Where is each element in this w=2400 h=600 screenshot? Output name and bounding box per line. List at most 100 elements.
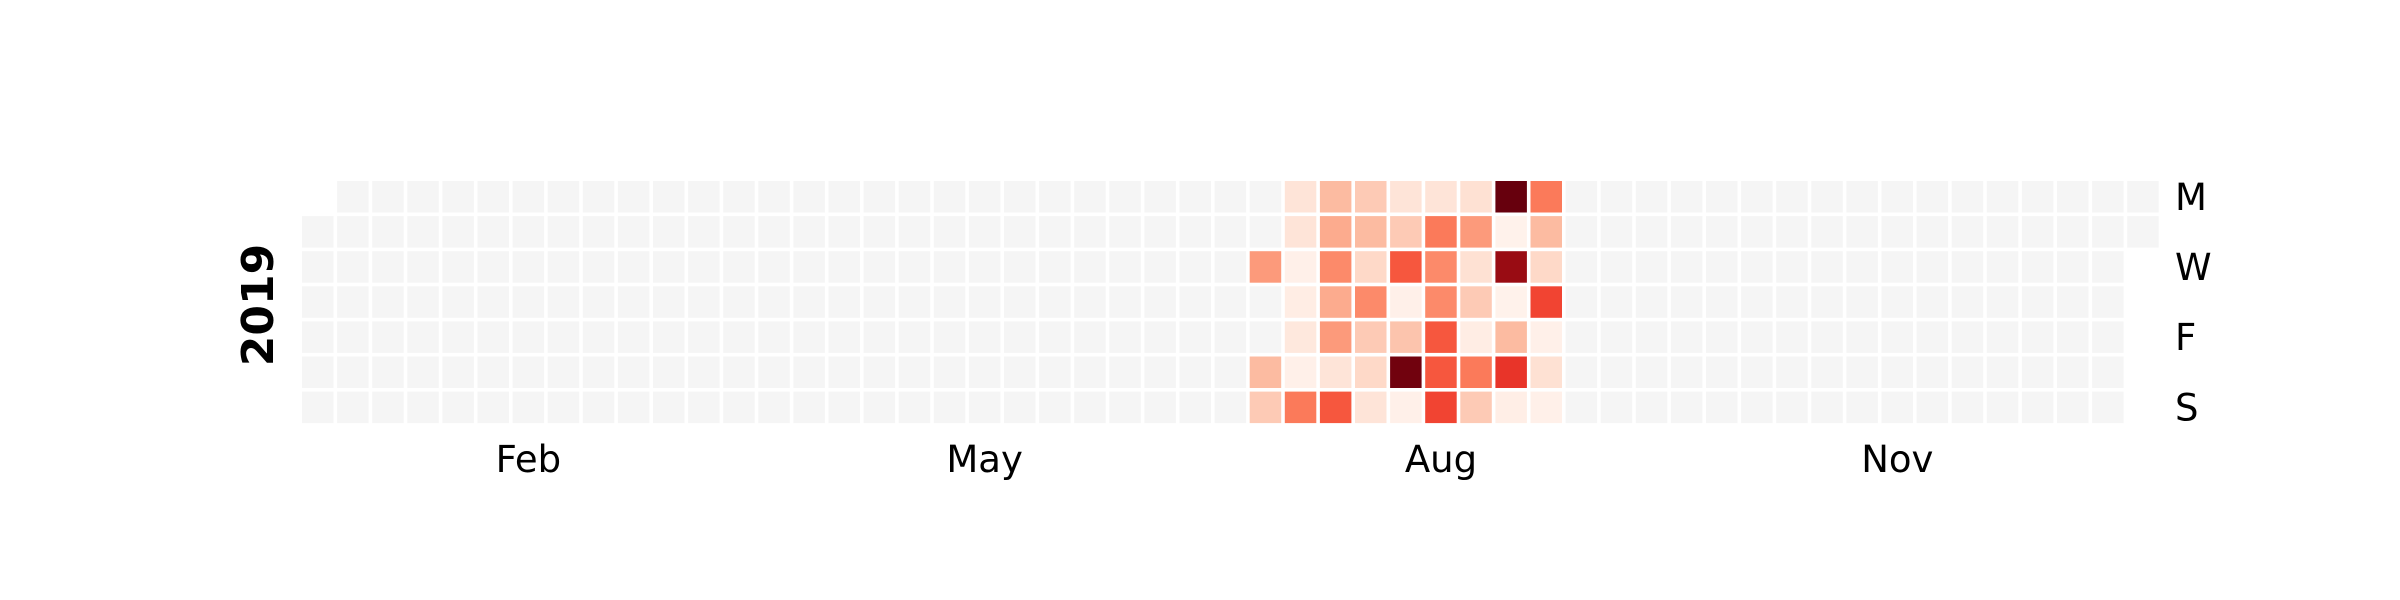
heatmap-cell	[968, 286, 1001, 318]
heatmap-cell	[1249, 356, 1282, 388]
heatmap-cell	[1530, 391, 1562, 424]
heatmap-cell	[1776, 286, 1808, 318]
heatmap-cell	[828, 321, 860, 353]
heatmap-cell	[1004, 251, 1036, 283]
heatmap-cell	[1811, 286, 1843, 318]
heatmap-cell	[1249, 321, 1282, 353]
heatmap-cell	[793, 391, 825, 424]
heatmap-cell	[1074, 356, 1106, 388]
heatmap-cell	[1179, 321, 1211, 353]
heatmap-cell	[2092, 181, 2124, 213]
heatmap-cell	[1039, 286, 1071, 318]
heatmap-cell	[688, 286, 720, 318]
heatmap-cell	[617, 356, 650, 388]
heatmap-cell	[898, 216, 931, 248]
heatmap-cell	[1565, 286, 1598, 318]
heatmap-cell	[477, 216, 509, 248]
heatmap-cell	[1355, 321, 1387, 353]
heatmap-cell	[1565, 321, 1598, 353]
heatmap-cell	[547, 356, 580, 388]
heatmap-cell	[407, 216, 439, 248]
heatmap-cell	[1670, 356, 1703, 388]
heatmap-cell	[1916, 216, 1949, 248]
heatmap-cell	[1670, 251, 1703, 283]
heatmap-cell	[653, 356, 685, 388]
heatmap-cell	[1144, 216, 1176, 248]
heatmap-cell	[1074, 321, 1106, 353]
heatmap-cell	[1074, 181, 1106, 213]
heatmap-cell	[1706, 321, 1738, 353]
heatmap-cell	[1530, 321, 1562, 353]
heatmap-cell	[337, 391, 369, 424]
heatmap-cell	[1179, 216, 1211, 248]
heatmap-cell	[582, 391, 615, 424]
heatmap-cell	[1670, 391, 1703, 424]
heatmap-cell	[1179, 286, 1211, 318]
heatmap-cell	[1706, 391, 1738, 424]
heatmap-cell	[1214, 216, 1247, 248]
heatmap-cell	[758, 356, 790, 388]
heatmap-cell	[1776, 321, 1808, 353]
heatmap-cell	[898, 321, 931, 353]
heatmap-cell	[898, 181, 931, 213]
heatmap-cell	[477, 321, 509, 353]
heatmap-cell	[1635, 286, 1668, 318]
heatmap-cell	[1530, 251, 1562, 283]
heatmap-cell	[2021, 181, 2054, 213]
heatmap-cell	[653, 286, 685, 318]
heatmap-cell	[1600, 286, 1633, 318]
heatmap-cell	[1425, 391, 1457, 424]
heatmap-cell	[1284, 216, 1317, 248]
heatmap-cell	[1319, 286, 1352, 318]
heatmap-cell	[1916, 181, 1949, 213]
heatmap-cell	[1881, 251, 1913, 283]
heatmap-cell	[2057, 356, 2089, 388]
heatmap-cell	[688, 391, 720, 424]
heatmap-cell	[1355, 391, 1387, 424]
heatmap-cell	[1109, 216, 1141, 248]
heatmap-cell	[1319, 216, 1352, 248]
heatmap-cell	[1004, 391, 1036, 424]
heatmap-cell	[1986, 391, 2019, 424]
heatmap-cell	[968, 251, 1001, 283]
heatmap-cell	[1284, 391, 1317, 424]
heatmap-cell	[688, 251, 720, 283]
heatmap-cell	[1846, 356, 1878, 388]
heatmap-cell	[1425, 181, 1457, 213]
heatmap-cell	[2057, 321, 2089, 353]
heatmap-cell	[1495, 321, 1527, 353]
heatmap-cell	[2021, 391, 2054, 424]
heatmap-cell	[1319, 181, 1352, 213]
heatmap-cell	[1951, 321, 1984, 353]
heatmap-cell	[1425, 286, 1457, 318]
day-label: M	[2175, 176, 2207, 219]
month-labels: Feb May Aug Nov	[496, 438, 1934, 481]
heatmap-cell	[933, 251, 966, 283]
heatmap-cell	[372, 286, 404, 318]
heatmap-cell	[1039, 216, 1071, 248]
heatmap-cell	[1039, 356, 1071, 388]
heatmap-cell	[863, 391, 896, 424]
heatmap-cell	[1074, 391, 1106, 424]
heatmap-cell	[617, 286, 650, 318]
heatmap-cell	[547, 391, 580, 424]
heatmap-cell	[1074, 251, 1106, 283]
heatmap-cell	[582, 251, 615, 283]
heatmap-cell	[828, 356, 860, 388]
heatmap-cell	[1741, 251, 1773, 283]
heatmap-cell	[547, 286, 580, 318]
heatmap-cell	[1881, 216, 1913, 248]
heatmap-cell	[1811, 321, 1843, 353]
heatmap-cell	[1319, 321, 1352, 353]
heatmap-cell	[442, 251, 474, 283]
heatmap-cell	[1460, 216, 1492, 248]
heatmap-cell	[1460, 181, 1492, 213]
heatmap-cell	[1144, 286, 1176, 318]
heatmap-cell	[723, 251, 755, 283]
heatmap-cell	[933, 216, 966, 248]
heatmap-cell	[477, 251, 509, 283]
heatmap-cell	[933, 391, 966, 424]
heatmap-cell	[1074, 286, 1106, 318]
heatmap-cell	[2092, 356, 2124, 388]
heatmap-cell	[1425, 356, 1457, 388]
